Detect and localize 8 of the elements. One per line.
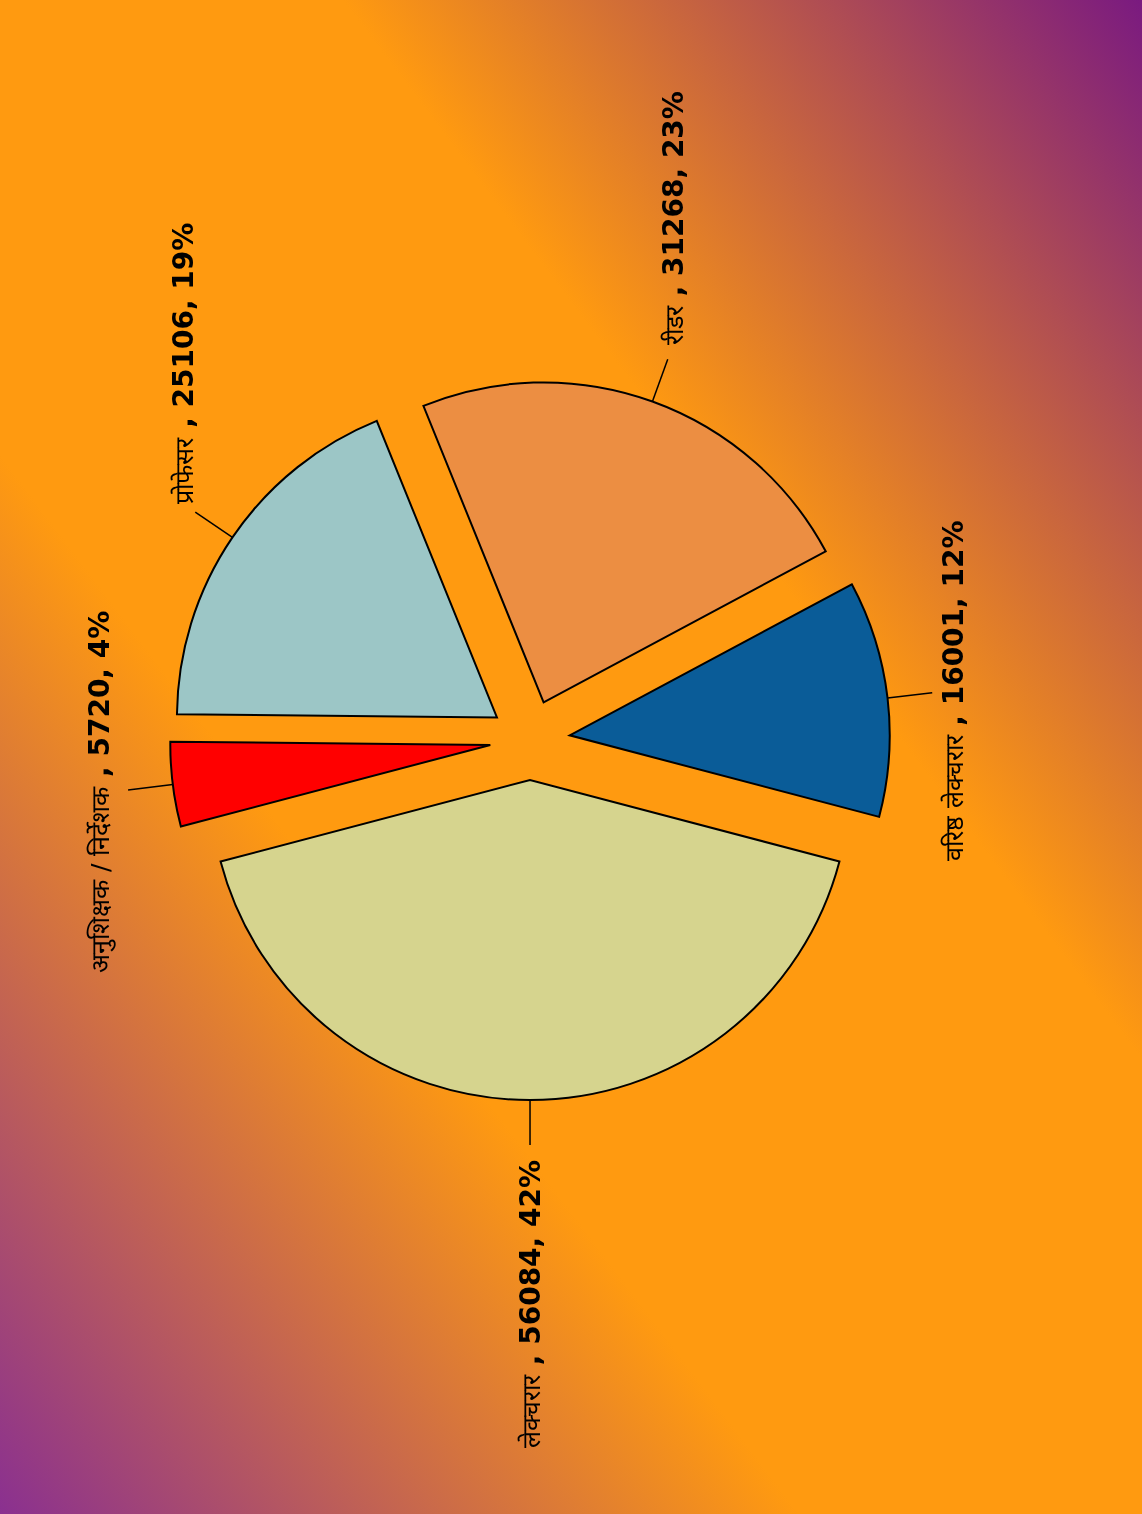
slice-label: अनुशिक्षक / निर्देशक <box>86 785 117 974</box>
slice-label: प्रोफेसर <box>169 436 199 504</box>
data-label: , 56084, 42% <box>514 1160 548 1375</box>
data-label: , 25106, 19% <box>166 222 200 438</box>
slice-label: रीडर <box>659 305 689 346</box>
data-label: , 5720, 4% <box>83 610 117 787</box>
slice-label: लेक्चरार <box>517 1373 547 1448</box>
slice-label: वरिष्ठ लेक्चरार <box>940 734 970 862</box>
